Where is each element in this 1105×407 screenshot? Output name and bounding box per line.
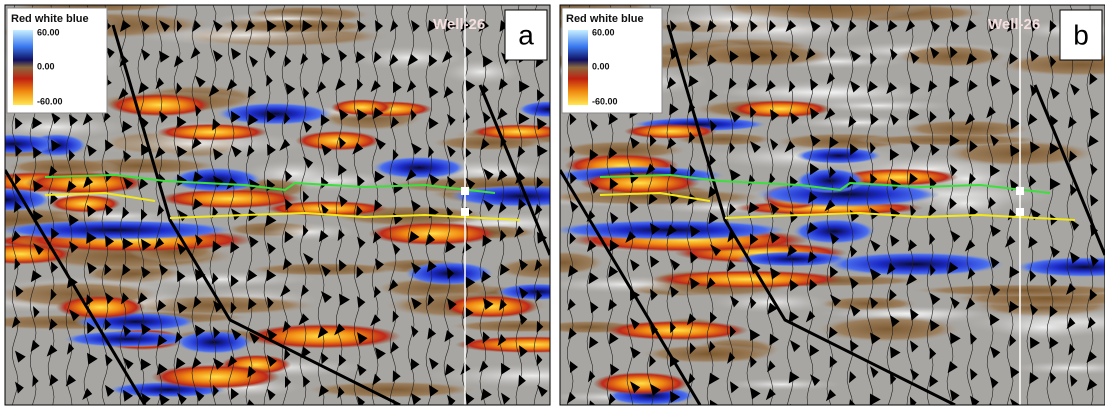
- legend-title: Red white blue: [566, 13, 644, 25]
- legend-tick: 60.00: [37, 27, 60, 37]
- panel: Well-26 Red white blue 60.00 0.00 -60.00 b: [460, 0, 1105, 407]
- amplitude-blob: [151, 365, 280, 389]
- amplitude-patch: [991, 315, 1096, 339]
- amplitude-blob: [795, 147, 882, 164]
- amplitude-patch: [814, 316, 962, 343]
- well-marker: [1016, 208, 1024, 216]
- legend-tick: 0.00: [592, 61, 610, 71]
- panel: Well-26 Red white blue 60.00 0.00 -60.00 a: [0, 0, 655, 407]
- amplitude-blob: [605, 321, 749, 340]
- amplitude-blob: [368, 222, 498, 245]
- panel-label: a: [518, 19, 534, 50]
- colorbar: [13, 30, 33, 105]
- amplitude-blob: [624, 124, 717, 139]
- figure: Well-26 Red white blue 60.00 0.00 -60.00 a We…: [0, 0, 1105, 407]
- amplitude-patch: [222, 19, 376, 34]
- amplitude-patch: [303, 381, 480, 398]
- legend-tick: 60.00: [592, 27, 615, 37]
- well-label: Well-26: [988, 16, 1040, 33]
- well-marker: [461, 208, 469, 216]
- legend-tick: 0.00: [37, 61, 55, 71]
- amplitude-blob: [56, 295, 146, 319]
- legend-tick: -60.00: [37, 96, 63, 106]
- well-marker: [461, 187, 469, 195]
- amplitude-patch: [441, 59, 521, 84]
- amplitude-patch: [721, 378, 841, 390]
- seismic-section: Well-26 Red white blue 60.00 0.00 -60.00 a: [0, 0, 655, 407]
- seismic-section: Well-26 Red white blue 60.00 0.00 -60.00 b: [460, 0, 1105, 407]
- legend-tick: -60.00: [592, 96, 618, 106]
- panel-label: b: [1073, 19, 1089, 50]
- amplitude-blob: [372, 156, 467, 178]
- well-marker: [1016, 187, 1024, 195]
- legend-title: Red white blue: [11, 13, 89, 25]
- amplitude-patch: [682, 44, 838, 67]
- amplitude-patch: [258, 223, 358, 241]
- well-label: Well-26: [433, 16, 485, 33]
- colorbar: [568, 30, 588, 105]
